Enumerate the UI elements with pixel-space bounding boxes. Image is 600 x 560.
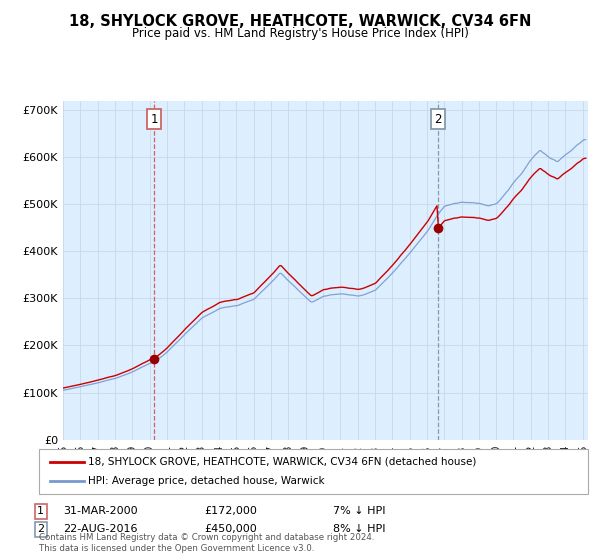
Text: 18, SHYLOCK GROVE, HEATHCOTE, WARWICK, CV34 6FN (detached house): 18, SHYLOCK GROVE, HEATHCOTE, WARWICK, C… <box>88 456 476 466</box>
Text: 1: 1 <box>37 506 44 516</box>
Text: £450,000: £450,000 <box>204 524 257 534</box>
Text: 7% ↓ HPI: 7% ↓ HPI <box>333 506 386 516</box>
Text: £172,000: £172,000 <box>204 506 257 516</box>
Text: 31-MAR-2000: 31-MAR-2000 <box>63 506 137 516</box>
Text: Price paid vs. HM Land Registry's House Price Index (HPI): Price paid vs. HM Land Registry's House … <box>131 27 469 40</box>
Text: 22-AUG-2016: 22-AUG-2016 <box>63 524 137 534</box>
Text: 2: 2 <box>37 524 44 534</box>
Text: 2: 2 <box>434 113 442 125</box>
Text: HPI: Average price, detached house, Warwick: HPI: Average price, detached house, Warw… <box>88 477 325 487</box>
Text: Contains HM Land Registry data © Crown copyright and database right 2024.
This d: Contains HM Land Registry data © Crown c… <box>39 533 374 553</box>
Text: 1: 1 <box>150 113 158 125</box>
Text: 18, SHYLOCK GROVE, HEATHCOTE, WARWICK, CV34 6FN: 18, SHYLOCK GROVE, HEATHCOTE, WARWICK, C… <box>69 14 531 29</box>
Text: 8% ↓ HPI: 8% ↓ HPI <box>333 524 386 534</box>
